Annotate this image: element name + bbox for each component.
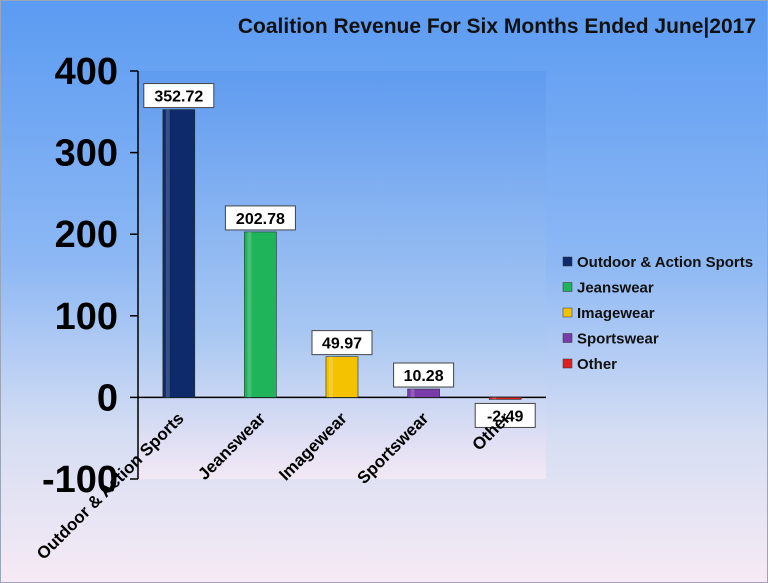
y-tick-label: 400 (55, 51, 118, 93)
legend-label: Other (577, 356, 617, 373)
data-label-2: 202.78 (224, 205, 296, 231)
bar-2 (244, 231, 277, 398)
bar-1 (162, 109, 196, 398)
legend-swatch (562, 282, 573, 292)
legend-label: Sportswear (577, 331, 659, 348)
bar-highlight (492, 397, 497, 400)
legend-item-4: Sportswear (562, 331, 659, 348)
bar-3 (325, 356, 359, 398)
bar-highlight (165, 109, 170, 398)
y-tick-label: 0 (97, 377, 118, 419)
data-label-text: 49.97 (322, 336, 362, 353)
data-label-box (143, 83, 215, 109)
bar-highlight (410, 389, 415, 398)
data-label-5: -2.49 (474, 402, 536, 428)
legend-swatch (562, 307, 573, 318)
data-label-box (474, 402, 536, 428)
legend-swatch (562, 333, 573, 343)
chart-title: Coalition Revenue For Six Months Ended J… (238, 15, 756, 38)
legend-item-2: Jeanswear (562, 280, 654, 297)
legend-item-1: Outdoor & Action Sports (562, 254, 753, 271)
data-label-box (311, 330, 373, 356)
legend: Outdoor & Action Sports Jeanswear Imagewea… (562, 254, 753, 373)
data-label-1: 352.72 (143, 83, 215, 109)
bar-highlight (247, 231, 252, 398)
data-label-text: 202.78 (236, 211, 285, 228)
y-tick-label: -100 (42, 459, 118, 501)
data-labels: 352.72 202.78 49.97 10.28 -2.49 (143, 83, 536, 428)
y-tick-label: 100 (55, 296, 118, 338)
y-tick-label: 200 (55, 214, 118, 256)
legend-item-3: Imagewear (562, 305, 655, 322)
legend-item-5: Other (562, 356, 617, 373)
data-label-box (224, 205, 296, 231)
data-label-3: 49.97 (311, 330, 373, 356)
bars (162, 109, 522, 400)
legend-swatch (562, 256, 573, 267)
legend-label: Outdoor & Action Sports (577, 254, 753, 271)
legend-label: Imagewear (577, 305, 655, 322)
bar-5 (488, 397, 522, 400)
legend-label: Jeanswear (577, 280, 654, 297)
bar-4 (407, 388, 440, 398)
y-tick-label: 300 (55, 133, 118, 175)
bar-highlight (329, 356, 333, 398)
data-label-4: 10.28 (393, 362, 455, 388)
data-label-text: 352.72 (154, 89, 203, 106)
legend-swatch (562, 358, 573, 369)
data-label-text: -2.49 (487, 408, 524, 425)
data-label-text: 10.28 (404, 368, 444, 385)
data-label-box (393, 362, 455, 388)
y-axis: 400 300 200 100 0 -100 (42, 51, 546, 501)
